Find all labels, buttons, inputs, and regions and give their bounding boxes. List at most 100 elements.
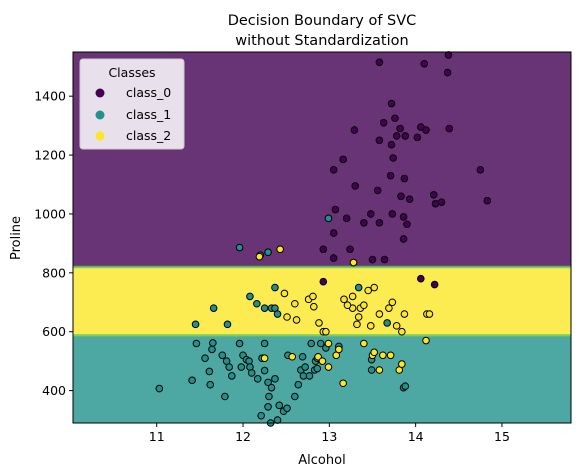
point-class-0-32 [366, 210, 375, 218]
point-class-0-17 [389, 154, 398, 162]
legend-box [79, 58, 185, 150]
point-class-2-21 [375, 310, 384, 318]
y-tick-label-1000: 1000 [34, 206, 66, 221]
x-axis: 11 12 13 14 15 [149, 423, 510, 444]
point-class-1-65 [307, 339, 316, 348]
point-class-1-69 [401, 382, 410, 390]
point-class-2-4 [291, 299, 299, 308]
y-tick-label-800: 800 [42, 265, 66, 280]
point-class-1-38 [264, 378, 272, 387]
point-class-0-9 [445, 124, 454, 133]
point-class-1-61 [367, 366, 376, 374]
point-class-0-18 [339, 155, 347, 164]
point-class-1-17 [205, 367, 214, 376]
point-class-1-14 [223, 320, 232, 329]
legend-title: Classes [108, 65, 155, 80]
chart-title: Decision Boundary of SVC without Standar… [228, 13, 417, 49]
point-class-2-41 [318, 357, 327, 365]
point-class-1-56 [257, 411, 265, 420]
point-class-1-50 [305, 372, 314, 380]
point-class-0-3 [443, 68, 452, 77]
point-class-0-40 [399, 235, 408, 243]
x-tick-label-11: 11 [149, 429, 165, 444]
point-class-2-45 [324, 363, 333, 371]
point-class-1-64 [298, 352, 307, 361]
point-class-1-67 [237, 363, 246, 371]
legend-label-class-1: class_1 [126, 107, 171, 122]
point-class-1-40 [267, 383, 276, 392]
point-class-1-12 [260, 304, 269, 312]
point-class-1-20 [155, 384, 164, 393]
point-class-2-43 [324, 339, 333, 348]
point-class-0-44 [368, 255, 377, 264]
point-class-0-15 [375, 136, 384, 145]
point-class-0-24 [373, 186, 382, 195]
point-class-0-4 [387, 99, 396, 108]
legend-label-class-2: class_2 [126, 128, 171, 143]
point-class-2-42 [288, 352, 297, 361]
region-class-1 [73, 335, 571, 423]
point-class-0-14 [413, 133, 422, 142]
point-class-0-27 [405, 195, 414, 204]
y-tick-label-600: 600 [42, 324, 66, 339]
point-class-1-54 [316, 339, 325, 348]
point-class-0-43 [346, 245, 354, 254]
point-class-0-33 [342, 214, 351, 223]
point-class-2-0 [276, 245, 284, 254]
point-class-0-12 [392, 132, 401, 140]
point-class-1-57 [264, 403, 272, 411]
point-class-1-18 [188, 376, 196, 385]
plot-area-frame [72, 51, 572, 424]
point-class-2-2 [349, 258, 358, 267]
point-class-2-47 [322, 327, 330, 336]
point-class-2-37 [398, 360, 406, 368]
point-class-2-20 [370, 283, 379, 292]
point-class-2-25 [398, 327, 406, 336]
scatter-points [155, 51, 492, 427]
point-class-1-13 [191, 320, 200, 329]
point-class-2-7 [310, 302, 318, 311]
point-class-0-34 [360, 218, 368, 227]
chart-title-line-2: without Standardization [235, 33, 408, 49]
point-class-0-10 [350, 126, 359, 134]
point-class-1-39 [265, 392, 273, 401]
point-class-2-23 [388, 298, 397, 307]
point-class-1-23 [209, 339, 217, 347]
point-class-0-5 [391, 114, 399, 123]
point-class-0-23 [351, 182, 360, 190]
point-class-0-45 [380, 255, 389, 264]
point-class-1-62 [260, 339, 269, 348]
x-tick-label-14: 14 [408, 429, 424, 444]
point-class-0-16 [387, 140, 396, 149]
point-class-0-21 [386, 171, 395, 180]
point-class-1-22 [208, 345, 216, 354]
point-class-1-11 [383, 319, 391, 327]
point-class-0-19 [329, 165, 338, 174]
point-class-2-39 [260, 354, 269, 363]
point-class-0-42 [329, 254, 338, 262]
point-class-2-44 [339, 379, 347, 388]
point-class-1-29 [235, 339, 244, 348]
point-class-1-19 [206, 380, 215, 389]
point-class-1-41 [271, 375, 279, 383]
y-axis-label: Proline [9, 216, 24, 260]
legend-marker-class-0 [95, 88, 105, 98]
point-class-0-46 [319, 277, 328, 286]
point-class-0-7 [396, 124, 404, 133]
y-tick-label-400: 400 [42, 383, 66, 398]
point-class-2-31 [360, 339, 368, 348]
point-class-0-6 [379, 118, 388, 127]
point-class-0-41 [319, 245, 328, 254]
x-tick-label-15: 15 [494, 429, 510, 444]
point-class-1-21 [201, 354, 209, 363]
point-class-1-15 [253, 299, 261, 308]
point-class-2-6 [309, 292, 317, 301]
point-class-2-33 [370, 348, 379, 357]
point-class-2-8 [283, 313, 291, 321]
point-class-2-26 [400, 310, 409, 318]
point-class-0-0 [444, 51, 453, 59]
point-class-1-3 [264, 248, 272, 257]
point-class-2-15 [354, 313, 363, 321]
point-class-0-13 [401, 132, 410, 140]
legend-marker-class-2 [95, 131, 105, 141]
